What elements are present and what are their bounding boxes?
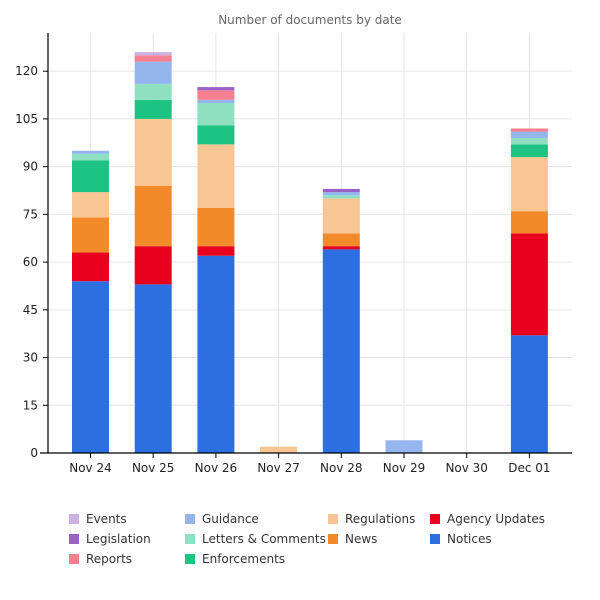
- bar-segment-guidance: [322, 192, 360, 196]
- x-tick-label: Nov 29: [383, 461, 426, 475]
- legend-swatch: [69, 514, 79, 524]
- legend-item-enforcements[interactable]: Enforcements: [185, 551, 285, 567]
- bar-segment-regulations: [322, 198, 360, 234]
- legend-label: Letters & Comments: [202, 532, 326, 546]
- bar-segment-reports: [197, 90, 235, 100]
- gridlines: [48, 33, 572, 453]
- bar-segment-notices: [134, 284, 172, 453]
- bar-segment-news: [72, 217, 109, 253]
- legend-label: Enforcements: [202, 552, 286, 566]
- bar-segment-agency-updates: [197, 246, 235, 256]
- bar-segment-letters-comments: [322, 195, 360, 199]
- legend-swatch: [430, 514, 440, 524]
- bar-segment-news: [510, 211, 548, 234]
- bar-segment-reports: [134, 55, 172, 62]
- bar-segment-guidance: [72, 150, 109, 154]
- legend-label: Reports: [86, 552, 133, 566]
- bar-segment-regulations: [197, 144, 235, 208]
- legend-swatch: [328, 534, 338, 544]
- y-tick-label: 30: [23, 351, 38, 365]
- bar-segment-letters-comments: [134, 83, 172, 100]
- bar-segment-agency-updates: [72, 252, 109, 282]
- bar-segment-notices: [197, 255, 235, 453]
- bar-segment-agency-updates: [134, 246, 172, 285]
- legend-label: Guidance: [202, 512, 259, 526]
- legend-swatch: [69, 554, 79, 564]
- legend-item-agency-updates[interactable]: Agency Updates: [430, 511, 545, 527]
- legend-item-regulations[interactable]: Regulations: [328, 511, 415, 527]
- bar-segment-guidance: [385, 440, 423, 453]
- x-tick-label: Nov 30: [445, 461, 488, 475]
- legend-label: News: [345, 532, 378, 546]
- legend-item-events[interactable]: Events: [69, 511, 127, 527]
- bar-segment-agency-updates: [510, 233, 548, 336]
- x-tick-label: Nov 25: [132, 461, 175, 475]
- x-tick-label: Nov 27: [257, 461, 300, 475]
- axes: 0 15 30 45 60 75 90 105 120 Nov 24 Nov 25 Nov 26 Nov…: [15, 33, 572, 475]
- bar-segment-enforcements: [510, 144, 548, 158]
- bar-segment-enforcements: [72, 160, 109, 193]
- bar-segment-enforcements: [197, 125, 235, 145]
- legend-label: Events: [86, 512, 127, 526]
- y-tick-label: 105: [15, 112, 38, 126]
- y-tick-label: 45: [23, 303, 38, 317]
- bar-segment-notices: [72, 281, 109, 453]
- bar-segment-regulations: [510, 157, 548, 212]
- bar-segment-guidance: [134, 61, 172, 84]
- bar-segment-regulations: [72, 192, 109, 218]
- bar-segment-notices: [322, 249, 360, 453]
- bar-segment-guidance: [510, 131, 548, 138]
- y-tick-label: 15: [23, 398, 38, 412]
- y-tick-label: 75: [23, 207, 38, 221]
- x-tick-label: Dec 01: [508, 461, 550, 475]
- y-tick-label: 90: [23, 160, 38, 174]
- bar-segment-news: [197, 208, 235, 247]
- legend-item-reports[interactable]: Reports: [69, 551, 132, 567]
- legend-label: Legislation: [86, 532, 151, 546]
- bar-segment-regulations: [260, 446, 298, 453]
- legend-item-news[interactable]: News: [328, 531, 377, 547]
- legend-item-letters-comments[interactable]: Letters & Comments: [185, 531, 326, 547]
- bar-segment-letters-comments: [197, 103, 235, 126]
- bar-segment-agency-updates: [322, 246, 360, 250]
- bar-segment-news: [134, 185, 172, 247]
- legend-label: Regulations: [345, 512, 416, 526]
- bar-segment-enforcements: [134, 99, 172, 119]
- legend-swatch: [430, 534, 440, 544]
- y-tick-label: 60: [23, 255, 38, 269]
- bar-segment-news: [322, 233, 360, 247]
- y-tick-label: 0: [30, 446, 38, 460]
- legend-swatch: [185, 534, 195, 544]
- chart-title: Number of documents by date: [218, 13, 402, 27]
- bar-segment-legislation: [197, 87, 235, 91]
- bars: [72, 52, 548, 453]
- bar-segment-guidance: [197, 99, 235, 103]
- bar-segment-events: [134, 52, 172, 56]
- bar-segment-regulations: [134, 118, 172, 186]
- legend-item-guidance[interactable]: Guidance: [185, 511, 259, 527]
- bar-segment-reports: [510, 128, 548, 132]
- legend-swatch: [69, 534, 79, 544]
- legend-item-legislation[interactable]: Legislation: [69, 531, 151, 547]
- y-tick-label: 120: [15, 64, 38, 78]
- legend: Events Legislation Reports Guidance Letters …: [69, 511, 569, 575]
- x-tick-label: Nov 28: [320, 461, 363, 475]
- legend-label: Notices: [447, 532, 492, 546]
- legend-item-notices[interactable]: Notices: [430, 531, 492, 547]
- x-tick-label: Nov 26: [195, 461, 238, 475]
- bar-segment-legislation: [322, 188, 360, 193]
- bar-segment-letters-comments: [72, 153, 109, 161]
- legend-swatch: [185, 514, 195, 524]
- bar-segment-letters-comments: [510, 138, 548, 145]
- legend-swatch: [185, 554, 195, 564]
- legend-swatch: [328, 514, 338, 524]
- x-tick-label: Nov 24: [69, 461, 112, 475]
- bar-segment-notices: [510, 335, 548, 453]
- legend-label: Agency Updates: [447, 512, 546, 526]
